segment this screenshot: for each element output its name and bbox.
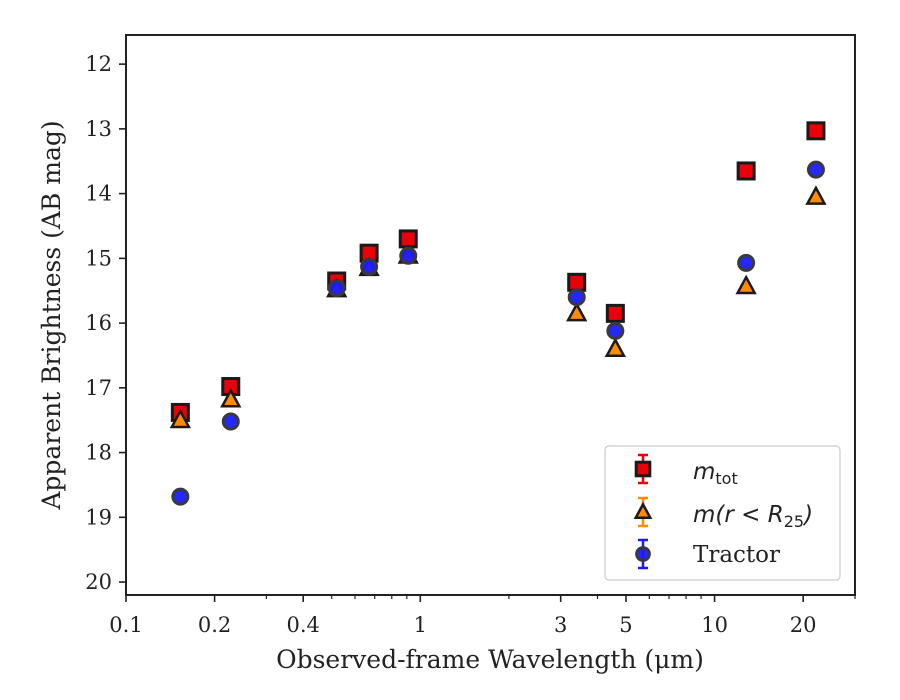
legend-entry-m-tot-sub: tot [715, 469, 737, 488]
legend-entry-m-r25: m(r < R25) [693, 502, 813, 531]
legend-marker-m-r25 [633, 501, 653, 519]
point-m-tot [605, 303, 625, 323]
point-tractor [327, 279, 346, 298]
point-tractor [360, 257, 379, 276]
point-m-r25 [220, 387, 242, 408]
x-tick-label: 0.4 [286, 613, 319, 637]
legend-entry-m-tot: mtot [693, 459, 738, 488]
legend-entry-m-tot-main: m [693, 459, 715, 485]
y-tick-label: 15 [85, 246, 112, 270]
x-tick-label: 3 [554, 613, 567, 637]
point-tractor [606, 321, 625, 340]
series-tractor [171, 160, 825, 506]
x-tick-label: 1 [414, 613, 427, 637]
legend-entry-m-r25-main: m(r < R [693, 502, 784, 528]
plot-frame [125, 34, 856, 596]
y-tick-label: 14 [85, 182, 112, 206]
x-tick-label: 10 [701, 613, 728, 637]
series-m-r25 [169, 185, 827, 429]
x-tick-label: 0.2 [198, 613, 231, 637]
legend-entry-m-r25-tail: ) [802, 502, 813, 528]
point-tractor [171, 487, 190, 506]
point-m-r25 [169, 408, 192, 429]
x-tick-label: 0.1 [109, 613, 142, 637]
y-axis-label: Apparent Brightness (AB mag) [37, 120, 66, 510]
series-m-tot [170, 121, 826, 422]
y-tick-label: 17 [85, 376, 112, 400]
point-tractor [221, 412, 240, 431]
x-tick-label: 20 [790, 613, 817, 637]
point-m-tot [736, 161, 756, 181]
legend-markers [633, 453, 653, 570]
x-tick-label: 5 [619, 613, 632, 637]
y-tick-label: 13 [85, 117, 112, 141]
point-tractor [737, 253, 756, 272]
point-m-r25 [805, 185, 827, 205]
y-tick-label: 12 [85, 52, 112, 76]
x-axis-label: Observed-frame Wavelength (μm) [276, 645, 704, 674]
point-tractor [567, 288, 586, 307]
point-m-r25 [604, 337, 626, 357]
data-points [169, 121, 827, 506]
legend: mtot m(r < R25) Tractor [604, 445, 841, 581]
legend-marker-tractor [635, 546, 651, 562]
point-tractor [806, 160, 825, 179]
point-m-tot [567, 272, 587, 292]
legend-entry-tractor: Tractor [693, 542, 780, 568]
y-tick-label: 18 [85, 441, 112, 465]
y-tick-label: 19 [85, 505, 112, 529]
y-tick-label: 20 [85, 570, 112, 594]
legend-entry-m-r25-sub: 25 [784, 512, 804, 531]
point-m-r25 [735, 274, 757, 295]
y-tick-label: 16 [85, 311, 112, 335]
point-m-r25 [566, 301, 588, 322]
legend-frame [604, 445, 841, 581]
point-m-tot [806, 121, 826, 141]
point-tractor [399, 246, 418, 265]
legend-marker-m-tot [634, 460, 652, 478]
